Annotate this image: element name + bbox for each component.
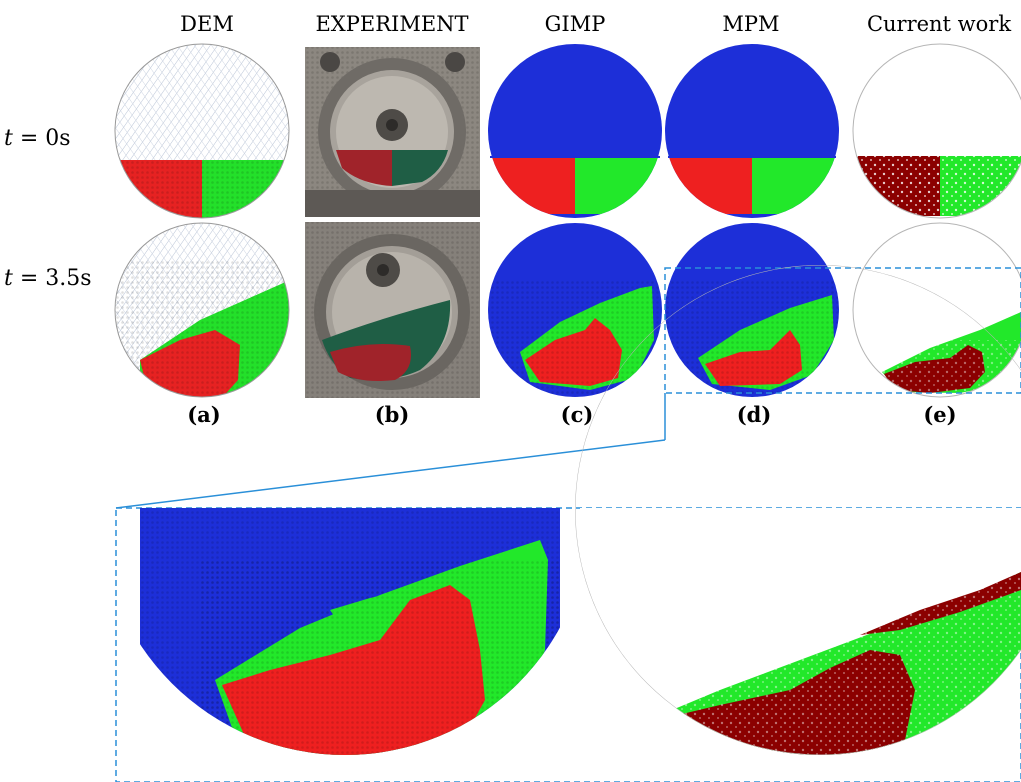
label-c: (c) — [560, 402, 594, 427]
gimp-t35-panel — [488, 223, 662, 397]
header-dem: DEM — [180, 12, 234, 36]
label-d: (d) — [736, 402, 772, 427]
label-b: (b) — [374, 402, 410, 427]
header-mpm: MPM — [722, 12, 780, 36]
dem-t0-panel — [114, 43, 290, 219]
row-label-t35: t = 3.5s — [4, 266, 92, 291]
header-experiment: EXPERIMENT — [315, 12, 469, 36]
mpm-t0-panel — [665, 44, 839, 218]
gimp-t0-panel — [488, 44, 662, 218]
row-label-t0: t = 0s — [4, 126, 71, 151]
mpm-t35-panel — [665, 223, 839, 397]
current-t0-panel — [852, 43, 1021, 219]
inset-indicator — [115, 267, 1021, 509]
label-a: (a) — [187, 402, 221, 427]
dem-t35-panel — [114, 222, 290, 398]
experiment-t0-photo — [305, 47, 480, 217]
header-current-work: Current work — [866, 12, 1012, 36]
zoom-current-work — [580, 508, 1021, 755]
label-e: (e) — [923, 402, 957, 427]
header-gimp: GIMP — [544, 12, 606, 36]
current-t35-panel — [852, 222, 1021, 398]
zoom-mpm — [140, 508, 560, 755]
experiment-t35-photo — [305, 222, 480, 398]
